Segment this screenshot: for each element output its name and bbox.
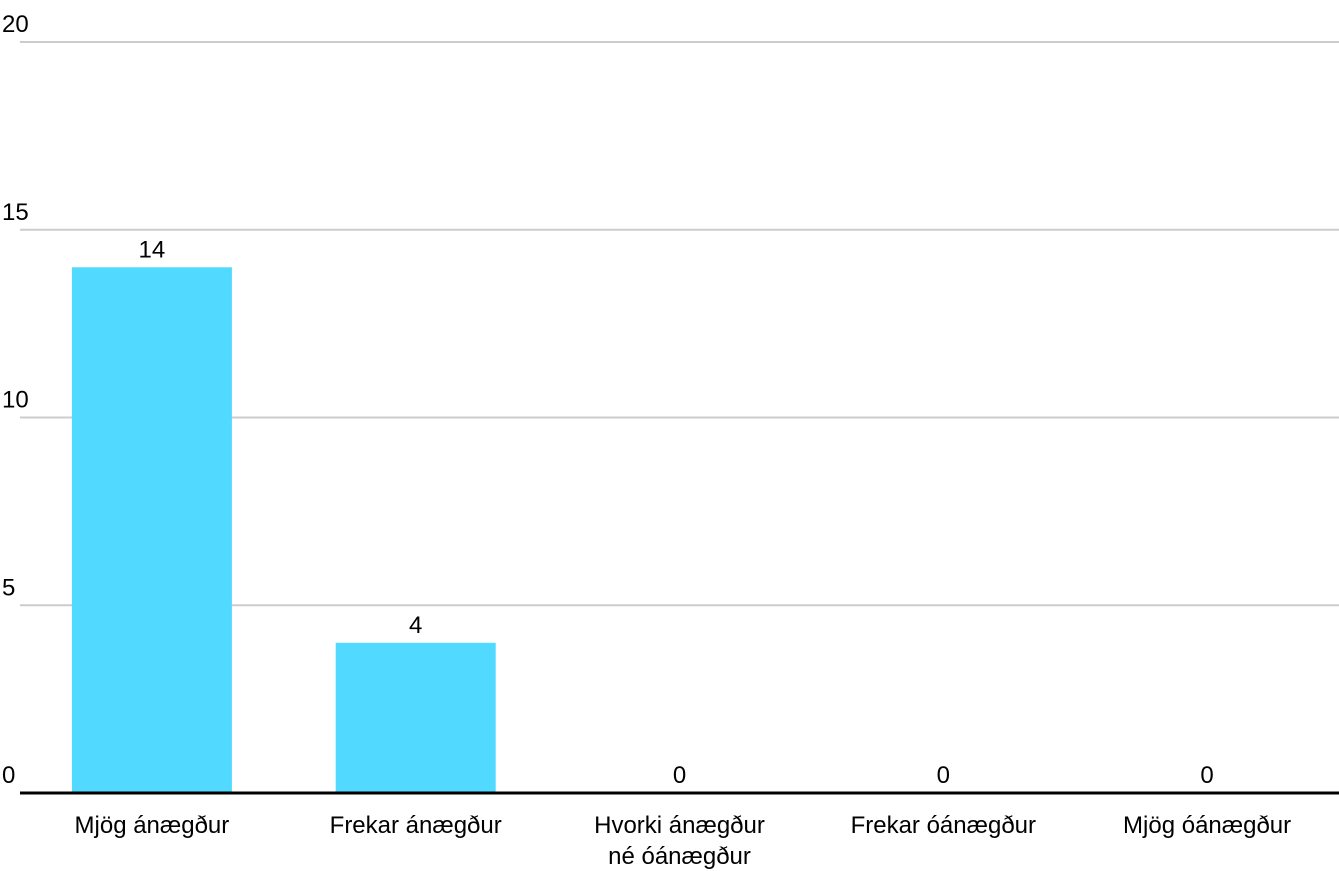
- category-label-line: Hvorki ánægður: [594, 812, 765, 839]
- category-label-line: Frekar óánægður: [851, 812, 1036, 839]
- bar: [71, 267, 232, 793]
- category-label: Frekar ánægður: [330, 812, 502, 839]
- gridlines: [20, 41, 1339, 607]
- category-label: Frekar óánægður: [851, 812, 1036, 839]
- data-label: 0: [673, 762, 686, 789]
- category-label: Hvorki ánægður né óánægður: [594, 812, 765, 870]
- bars: [71, 267, 496, 793]
- category-label-line: né óánægður: [608, 843, 751, 870]
- y-tick-label: 10: [2, 387, 29, 414]
- y-tick-label: 15: [2, 199, 29, 226]
- y-tick-label: 0: [2, 762, 15, 789]
- category-label: Mjög ánægður: [75, 812, 230, 839]
- y-axis-tick-labels: 0 5 10 15 20: [2, 11, 29, 789]
- data-label: 4: [409, 612, 422, 639]
- category-label-line: Mjög óánægður: [1123, 812, 1291, 839]
- y-tick-label: 5: [2, 574, 15, 601]
- category-label-line: Frekar ánægður: [330, 812, 502, 839]
- x-axis-category-labels: Mjög ánægður Frekar ánægður Hvorki ánægður…: [75, 812, 1292, 870]
- data-label: 0: [1200, 762, 1213, 789]
- y-tick-label: 20: [2, 11, 29, 38]
- bar: [335, 642, 496, 793]
- category-label-line: Mjög ánægður: [75, 812, 230, 839]
- data-labels: 14 4 0 0 0: [139, 236, 1214, 789]
- category-label: Mjög óánægður: [1123, 812, 1291, 839]
- data-label: 0: [937, 762, 950, 789]
- data-label: 14: [139, 236, 166, 263]
